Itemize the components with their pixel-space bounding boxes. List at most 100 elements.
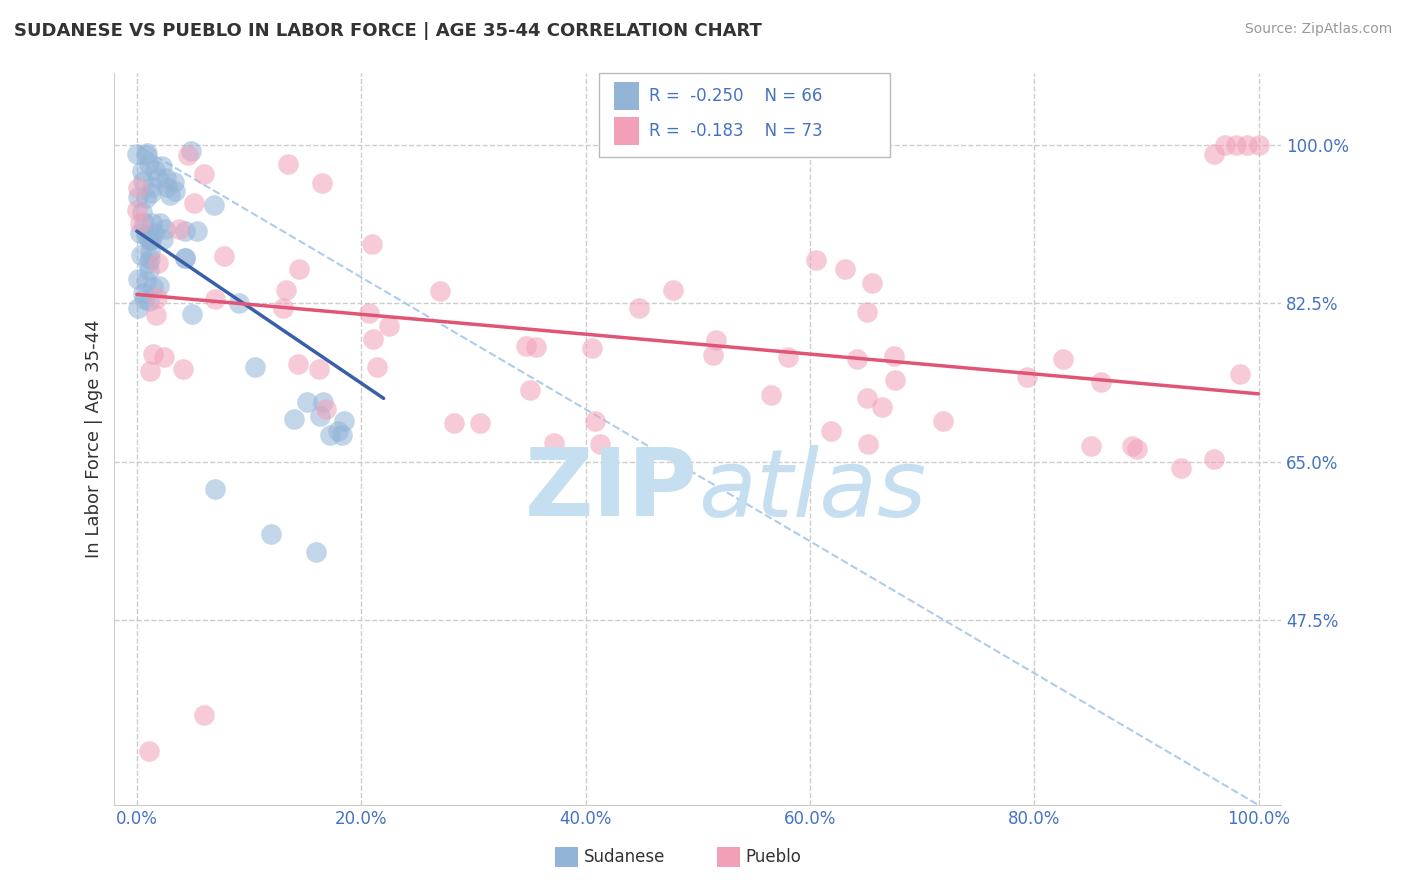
Point bbox=[287, 357, 309, 371]
Point bbox=[145, 163, 167, 178]
Point bbox=[143, 226, 166, 240]
Point bbox=[834, 262, 856, 277]
Point bbox=[177, 148, 200, 162]
Point bbox=[856, 391, 879, 405]
Point bbox=[515, 339, 537, 353]
Point bbox=[315, 401, 337, 416]
Point bbox=[870, 401, 893, 415]
Point bbox=[134, 216, 156, 230]
Point bbox=[309, 409, 332, 423]
Point bbox=[132, 285, 155, 300]
Point bbox=[1236, 138, 1258, 153]
Point bbox=[163, 184, 186, 198]
Point bbox=[174, 251, 197, 265]
Point bbox=[662, 283, 685, 297]
Point bbox=[132, 293, 155, 307]
Point bbox=[311, 394, 333, 409]
Point bbox=[1229, 367, 1251, 381]
Point bbox=[136, 256, 159, 270]
Point bbox=[181, 307, 204, 321]
Point bbox=[127, 180, 149, 194]
Point bbox=[139, 364, 162, 378]
Point bbox=[820, 425, 842, 439]
Point bbox=[357, 305, 380, 319]
Point bbox=[1202, 147, 1225, 161]
Point bbox=[470, 417, 492, 431]
Point bbox=[127, 301, 149, 315]
Point bbox=[212, 249, 235, 263]
Text: atlas: atlas bbox=[697, 445, 927, 536]
Y-axis label: In Labor Force | Age 35-44: In Labor Force | Age 35-44 bbox=[86, 319, 103, 558]
Point bbox=[186, 224, 208, 238]
Point bbox=[138, 245, 160, 260]
Point bbox=[589, 437, 612, 451]
Point bbox=[326, 424, 349, 438]
Point bbox=[759, 388, 782, 402]
Point bbox=[204, 292, 226, 306]
Text: Source: ZipAtlas.com: Source: ZipAtlas.com bbox=[1244, 22, 1392, 37]
Point bbox=[155, 171, 177, 186]
Point bbox=[361, 237, 384, 252]
Point bbox=[131, 164, 153, 178]
Point bbox=[202, 198, 225, 212]
Point bbox=[1090, 376, 1112, 390]
Point bbox=[845, 352, 868, 367]
Point bbox=[139, 186, 162, 200]
Point bbox=[519, 383, 541, 397]
Point bbox=[883, 373, 905, 387]
Point bbox=[138, 232, 160, 246]
Point bbox=[1247, 138, 1270, 153]
Point bbox=[856, 437, 879, 451]
Point bbox=[193, 167, 215, 181]
Point bbox=[152, 159, 174, 173]
Point bbox=[806, 252, 828, 267]
Point bbox=[162, 175, 184, 189]
Point bbox=[149, 216, 172, 230]
Point bbox=[1080, 439, 1102, 453]
Point bbox=[1204, 452, 1226, 467]
Point bbox=[856, 304, 879, 318]
Point bbox=[127, 190, 149, 204]
Point bbox=[135, 228, 157, 243]
Point bbox=[1052, 351, 1074, 366]
Point bbox=[776, 351, 799, 365]
Point bbox=[135, 145, 157, 160]
Point bbox=[1225, 138, 1247, 153]
Point bbox=[167, 222, 190, 236]
Point bbox=[245, 360, 267, 375]
Point bbox=[128, 226, 150, 240]
Point bbox=[139, 234, 162, 248]
Point bbox=[378, 319, 401, 334]
Point bbox=[311, 176, 333, 190]
Point bbox=[330, 427, 353, 442]
Point bbox=[153, 222, 176, 236]
Point bbox=[139, 252, 162, 266]
Point bbox=[148, 170, 170, 185]
Text: R =  -0.183    N = 73: R = -0.183 N = 73 bbox=[648, 122, 823, 140]
Point bbox=[145, 309, 167, 323]
Point bbox=[139, 234, 162, 248]
Point bbox=[860, 276, 883, 290]
Point bbox=[141, 180, 163, 194]
Point bbox=[138, 294, 160, 309]
Text: ZIP: ZIP bbox=[524, 444, 697, 536]
Point bbox=[706, 333, 728, 347]
Point bbox=[142, 279, 165, 293]
Point bbox=[156, 180, 179, 194]
Point bbox=[152, 231, 174, 245]
Point bbox=[1121, 439, 1143, 453]
Point bbox=[361, 333, 384, 347]
Point bbox=[1126, 442, 1149, 456]
Point bbox=[274, 283, 297, 297]
Point bbox=[931, 414, 953, 428]
Point bbox=[172, 362, 194, 376]
Point bbox=[138, 744, 160, 758]
Point bbox=[153, 350, 176, 364]
Point bbox=[127, 203, 149, 218]
Point bbox=[131, 248, 153, 262]
Point bbox=[132, 174, 155, 188]
Text: Sudanese: Sudanese bbox=[583, 848, 665, 866]
Point bbox=[174, 251, 197, 265]
Point bbox=[183, 195, 205, 210]
Point bbox=[128, 216, 150, 230]
